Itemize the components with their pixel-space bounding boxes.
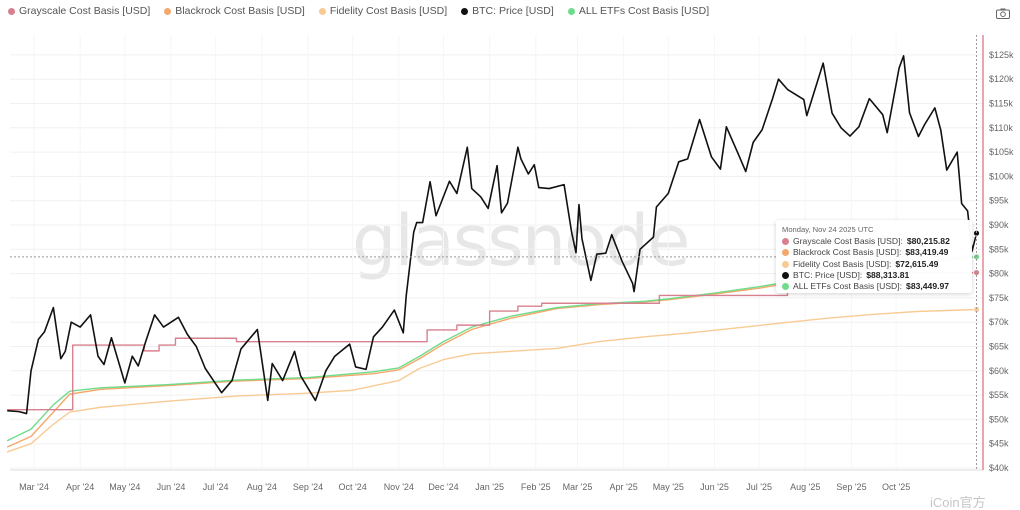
legend-swatch — [461, 7, 469, 15]
series-line-grayscale-cost-basis-usd — [7, 271, 978, 411]
series-lines — [6, 55, 980, 453]
x-tick-label: Oct '24 — [339, 482, 367, 492]
y-tick-label: $120k — [989, 74, 1014, 84]
legend: Grayscale Cost Basis [USD] Blackrock Cos… — [8, 5, 709, 17]
x-tick-label: Jan '25 — [475, 482, 504, 492]
tooltip-row-grayscale: Grayscale Cost Basis [USD]: $80,215.82 — [782, 236, 966, 247]
tooltip-value: $80,215.82 — [906, 236, 950, 246]
tooltip-value: $88,313.81 — [866, 269, 910, 280]
legend-label: Fidelity Cost Basis [USD] — [329, 5, 448, 17]
legend-item-all-etfs[interactable]: ALL ETFs Cost Basis [USD] — [567, 5, 710, 17]
x-tick-label: Jul '25 — [746, 482, 772, 492]
legend-swatch — [567, 7, 575, 15]
y-tick-label: $80k — [989, 269, 1009, 279]
x-tick-label: Sep '25 — [836, 482, 866, 492]
legend-label: Blackrock Cost Basis [USD] — [175, 5, 305, 17]
y-tick-label: $90k — [989, 220, 1009, 230]
legend-swatch — [164, 7, 172, 15]
x-tick-label: Dec '24 — [428, 482, 458, 492]
y-tick-label: $70k — [989, 317, 1009, 327]
y-tick-label: $55k — [989, 390, 1009, 400]
tooltip-label: BTC: Price [USD]: — [793, 269, 863, 280]
x-tick-label: May '25 — [653, 482, 684, 492]
x-tick-label: Jun '24 — [157, 482, 186, 492]
tooltip-label: Fidelity Cost Basis [USD]: — [793, 258, 892, 269]
y-tick-label: $115k — [989, 99, 1013, 109]
x-tick-label: Jul '24 — [203, 482, 229, 492]
y-tick-label: $110k — [989, 123, 1013, 133]
y-tick-label: $40k — [989, 463, 1009, 473]
x-tick-label: Feb '25 — [521, 482, 551, 492]
series-line-fidelity-cost-basis-usd — [6, 308, 977, 453]
x-tick-label: Aug '25 — [790, 482, 820, 492]
legend-label: ALL ETFs Cost Basis [USD] — [578, 5, 710, 17]
tooltip-value: $83,419.49 — [905, 247, 949, 258]
tooltip-date: Monday, Nov 24 2025 UTC — [782, 225, 874, 234]
legend-label: BTC: Price [USD] — [472, 5, 554, 17]
series-line-btc-price-usd — [7, 55, 978, 415]
x-tick-label: Sep '24 — [293, 482, 323, 492]
tooltip: Monday, Nov 24 2025 UTC Grayscale Cost B… — [776, 220, 972, 293]
legend-swatch — [8, 7, 15, 15]
legend-item-blackrock[interactable]: Blackrock Cost Basis [USD] — [164, 5, 305, 17]
tooltip-label: Grayscale Cost Basis [USD]: — [793, 236, 903, 246]
x-axis: Mar '24 Apr '24 May '24 Jun '24 Jul '24 Aug '… — [10, 469, 983, 492]
tooltip-label: ALL ETFs Cost Basis [USD]: — [793, 281, 903, 292]
y-tick-label: $125k — [989, 50, 1014, 60]
y-axis: $40k $45k $50k $55k $60k $65k $70k $75k $80k $85k… — [989, 50, 1014, 473]
legend-item-grayscale[interactable]: Grayscale Cost Basis [USD] — [8, 5, 150, 17]
x-tick-label: Jun '25 — [700, 482, 729, 492]
tooltip-row-fidelity: Fidelity Cost Basis [USD]: $72,615.49 — [782, 259, 966, 270]
legend-swatch — [318, 7, 326, 15]
legend-label: Grayscale Cost Basis [USD] — [19, 5, 151, 17]
series-line-blackrock-cost-basis-usd — [6, 256, 977, 448]
x-tick-label: Nov '24 — [384, 482, 414, 492]
x-tick-label: May '24 — [109, 482, 140, 492]
y-tick-label: $100k — [989, 171, 1014, 181]
tooltip-label: Blackrock Cost Basis [USD]: — [793, 247, 902, 258]
x-tick-label: Mar '24 — [19, 482, 49, 492]
tooltip-value: $83,449.97 — [906, 281, 950, 292]
y-tick-label: $95k — [989, 196, 1009, 206]
tooltip-row-all-etfs: ALL ETFs Cost Basis [USD]: $83,449.97 — [782, 281, 966, 292]
legend-item-fidelity[interactable]: Fidelity Cost Basis [USD] — [318, 5, 448, 17]
tooltip-value: $72,615.49 — [895, 258, 939, 269]
x-tick-label: Oct '25 — [882, 482, 910, 492]
tooltip-row-btc-price: BTC: Price [USD]: $88,313.81 — [782, 270, 966, 281]
x-tick-label: Mar '25 — [563, 482, 593, 492]
y-tick-label: $60k — [989, 366, 1009, 376]
legend-item-btc-price[interactable]: BTC: Price [USD] — [461, 5, 554, 17]
y-tick-label: $65k — [989, 342, 1009, 352]
x-tick-label: Aug '24 — [247, 482, 277, 492]
y-tick-label: $45k — [989, 439, 1009, 449]
camera-icon[interactable] — [996, 8, 1010, 19]
tooltip-row-blackrock: Blackrock Cost Basis [USD]: $83,419.49 — [782, 247, 966, 258]
x-tick-label: Apr '25 — [610, 482, 638, 492]
y-tick-label: $50k — [989, 414, 1009, 424]
y-tick-label: $85k — [989, 244, 1009, 254]
x-tick-label: Apr '24 — [66, 482, 94, 492]
y-tick-label: $75k — [989, 293, 1009, 303]
series-line-all-etfs-cost-basis-usd — [6, 256, 977, 442]
y-tick-label: $105k — [989, 147, 1014, 157]
